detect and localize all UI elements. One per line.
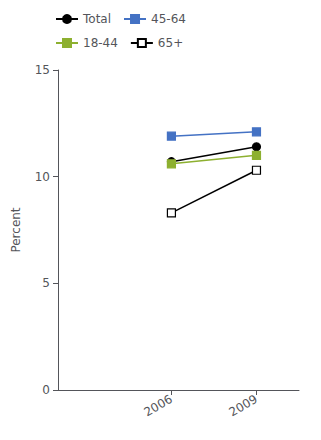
svg-text:45-64: 45-64 [151,12,186,26]
svg-text:Total: Total [82,12,111,26]
svg-text:2006: 2006 [141,392,174,419]
svg-text:65+: 65+ [158,36,183,50]
svg-text:10: 10 [35,170,50,184]
svg-text:15: 15 [35,63,50,77]
svg-text:2009: 2009 [227,392,260,419]
svg-text:0: 0 [42,383,50,397]
svg-text:Percent: Percent [9,207,23,252]
svg-text:18-44: 18-44 [83,36,118,50]
svg-text:5: 5 [42,276,50,290]
